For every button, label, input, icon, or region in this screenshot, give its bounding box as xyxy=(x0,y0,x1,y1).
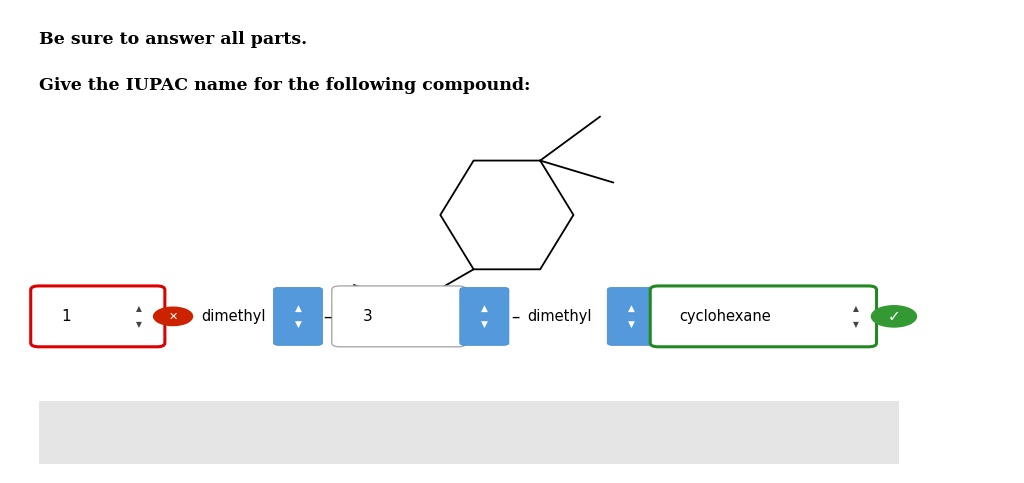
Text: ▲: ▲ xyxy=(481,304,487,313)
Text: ▼: ▼ xyxy=(136,320,142,328)
Circle shape xyxy=(154,307,193,326)
FancyBboxPatch shape xyxy=(273,287,323,345)
Text: dimethyl: dimethyl xyxy=(527,309,592,324)
Circle shape xyxy=(871,306,916,327)
Text: ▼: ▼ xyxy=(481,320,487,328)
Text: ▼: ▼ xyxy=(295,320,301,328)
Text: ✕: ✕ xyxy=(168,312,178,321)
Text: ✓: ✓ xyxy=(888,309,900,324)
Text: Give the IUPAC name for the following compound:: Give the IUPAC name for the following co… xyxy=(39,77,530,94)
Text: cyclohexane: cyclohexane xyxy=(679,309,771,324)
Text: ▲: ▲ xyxy=(295,304,301,313)
Text: –: – xyxy=(511,307,519,326)
Text: –: – xyxy=(324,307,332,326)
Text: dimethyl: dimethyl xyxy=(202,309,266,324)
Text: 3: 3 xyxy=(362,309,373,324)
Text: ▲: ▲ xyxy=(136,304,142,313)
FancyBboxPatch shape xyxy=(607,287,656,345)
Text: Be sure to answer all parts.: Be sure to answer all parts. xyxy=(39,31,307,48)
FancyBboxPatch shape xyxy=(332,286,466,347)
FancyBboxPatch shape xyxy=(460,287,509,345)
FancyBboxPatch shape xyxy=(650,286,877,347)
Text: ▲: ▲ xyxy=(629,304,635,313)
Text: ▲: ▲ xyxy=(853,304,859,313)
FancyBboxPatch shape xyxy=(31,286,165,347)
FancyBboxPatch shape xyxy=(39,401,899,464)
Text: ▼: ▼ xyxy=(853,320,859,328)
Text: ▼: ▼ xyxy=(629,320,635,328)
Text: 1: 1 xyxy=(61,309,71,324)
